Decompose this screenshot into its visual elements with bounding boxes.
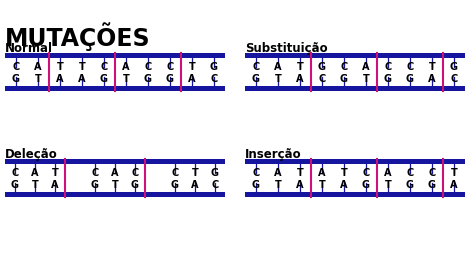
Text: A: A <box>191 180 199 189</box>
Text: C: C <box>319 74 326 84</box>
Bar <box>245 54 465 59</box>
Text: T: T <box>52 168 58 178</box>
Text: G: G <box>318 62 326 72</box>
Text: C: C <box>406 168 414 178</box>
Text: G: G <box>252 74 260 84</box>
Text: A: A <box>274 168 282 178</box>
Text: T: T <box>79 62 85 72</box>
Text: A: A <box>78 74 86 84</box>
Text: T: T <box>341 168 347 178</box>
Text: A: A <box>274 62 282 72</box>
Text: C: C <box>91 168 99 178</box>
Text: T: T <box>35 74 41 84</box>
Text: T: T <box>451 168 457 178</box>
Text: C: C <box>384 62 392 72</box>
Text: C: C <box>145 62 152 72</box>
Text: T: T <box>189 62 195 72</box>
Text: A: A <box>296 74 304 84</box>
Text: T: T <box>56 62 64 72</box>
Text: G: G <box>11 180 19 189</box>
Text: C: C <box>172 168 179 178</box>
Text: A: A <box>340 180 348 189</box>
Text: C: C <box>406 62 414 72</box>
Bar <box>5 54 225 59</box>
Text: T: T <box>274 180 282 189</box>
Text: G: G <box>210 62 218 72</box>
Text: C: C <box>428 168 436 178</box>
Bar <box>245 87 465 92</box>
Text: C: C <box>166 62 173 72</box>
Text: G: G <box>171 180 179 189</box>
Text: A: A <box>450 180 458 189</box>
Text: T: T <box>111 180 118 189</box>
Text: Inserção: Inserção <box>245 147 301 160</box>
Text: G: G <box>166 74 174 84</box>
Text: A: A <box>51 180 59 189</box>
Text: C: C <box>252 168 260 178</box>
Text: T: T <box>384 180 392 189</box>
Text: Deleção: Deleção <box>5 147 58 160</box>
Text: C: C <box>100 62 108 72</box>
Bar <box>245 159 465 164</box>
Text: A: A <box>384 168 392 178</box>
Bar <box>5 192 225 197</box>
Text: G: G <box>91 180 99 189</box>
Text: G: G <box>252 180 260 189</box>
Text: A: A <box>428 74 436 84</box>
Text: C: C <box>11 168 18 178</box>
Text: C: C <box>12 62 19 72</box>
Text: A: A <box>318 168 326 178</box>
Text: A: A <box>362 62 370 72</box>
Text: G: G <box>362 180 370 189</box>
Text: T: T <box>363 74 369 84</box>
Text: G: G <box>340 74 348 84</box>
Bar <box>245 192 465 197</box>
Text: G: G <box>406 180 414 189</box>
Text: Substituição: Substituição <box>245 42 328 55</box>
Text: T: T <box>123 74 129 84</box>
Text: Normal: Normal <box>5 42 53 55</box>
Text: A: A <box>296 180 304 189</box>
Bar <box>5 87 225 92</box>
Text: C: C <box>131 168 138 178</box>
Text: G: G <box>450 62 458 72</box>
Text: A: A <box>34 62 42 72</box>
Text: A: A <box>122 62 130 72</box>
Text: A: A <box>56 74 64 84</box>
Text: C: C <box>211 180 219 189</box>
Text: T: T <box>428 62 436 72</box>
Text: G: G <box>131 180 139 189</box>
Text: T: T <box>191 168 199 178</box>
Text: G: G <box>384 74 392 84</box>
Text: C: C <box>210 74 218 84</box>
Text: C: C <box>340 62 347 72</box>
Text: C: C <box>450 74 457 84</box>
Text: C: C <box>363 168 370 178</box>
Text: C: C <box>252 62 260 72</box>
Text: G: G <box>428 180 436 189</box>
Text: MUTAÇÕES: MUTAÇÕES <box>5 22 151 51</box>
Text: T: T <box>32 180 38 189</box>
Text: G: G <box>211 168 219 178</box>
Text: T: T <box>274 74 282 84</box>
Text: T: T <box>297 62 303 72</box>
Text: A: A <box>188 74 196 84</box>
Text: A: A <box>111 168 119 178</box>
Text: T: T <box>319 180 325 189</box>
Text: G: G <box>144 74 152 84</box>
Text: G: G <box>406 74 414 84</box>
Text: G: G <box>100 74 108 84</box>
Text: T: T <box>297 168 303 178</box>
Text: G: G <box>12 74 20 84</box>
Bar <box>5 159 225 164</box>
Text: A: A <box>31 168 39 178</box>
